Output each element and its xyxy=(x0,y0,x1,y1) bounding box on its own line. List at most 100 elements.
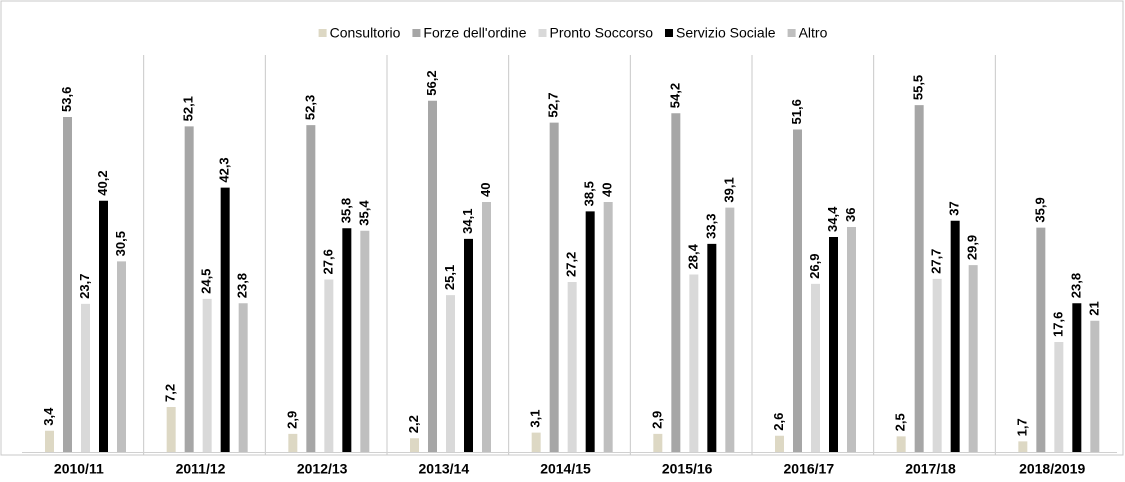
bar xyxy=(117,261,126,452)
bar xyxy=(653,433,663,452)
value-label: 54,2 xyxy=(667,83,682,108)
value-label: 37 xyxy=(947,201,962,215)
bar xyxy=(63,117,72,452)
bar xyxy=(707,243,717,452)
legend-swatch xyxy=(538,29,547,37)
value-label: 3,4 xyxy=(41,407,56,426)
value-label: 27,6 xyxy=(320,249,335,274)
bar xyxy=(932,278,942,452)
value-label: 38,5 xyxy=(582,181,597,206)
x-tick-label: 2014/15 xyxy=(540,461,591,477)
value-label: 40 xyxy=(600,183,615,197)
value-label: 40 xyxy=(478,183,493,197)
x-tick-label: 2010/11 xyxy=(54,461,104,477)
value-label: 2,6 xyxy=(771,413,786,431)
bar xyxy=(1072,303,1082,452)
legend-label: Pronto Soccorso xyxy=(549,25,653,41)
value-label: 25,1 xyxy=(442,265,457,290)
value-label: 2,2 xyxy=(406,415,421,433)
x-tick-label: 2013/14 xyxy=(419,461,470,477)
value-label: 40,2 xyxy=(95,170,110,195)
bar xyxy=(99,200,108,452)
x-tick-label: 2015/16 xyxy=(662,461,713,477)
value-label: 1,7 xyxy=(1014,418,1029,436)
bar xyxy=(464,238,473,452)
bar xyxy=(410,438,419,452)
bar xyxy=(202,298,212,452)
value-label: 52,7 xyxy=(546,92,561,117)
bar xyxy=(950,220,960,452)
legend-swatch xyxy=(318,29,327,37)
value-label: 39,1 xyxy=(721,177,736,202)
bar xyxy=(428,100,437,452)
bar xyxy=(567,282,577,452)
bar xyxy=(220,187,230,452)
bar xyxy=(81,303,90,452)
bar xyxy=(775,435,784,452)
chart-frame xyxy=(0,0,1124,456)
legend-label: Consultorio xyxy=(330,25,401,41)
bar xyxy=(446,295,455,452)
value-label: 35,9 xyxy=(1032,197,1047,222)
bar xyxy=(549,122,559,452)
bar xyxy=(184,126,194,452)
value-label: 34,4 xyxy=(825,206,840,232)
value-label: 17,6 xyxy=(1050,312,1065,337)
value-label: 23,8 xyxy=(235,273,250,298)
legend-swatch xyxy=(412,29,421,37)
bar xyxy=(896,436,906,452)
value-label: 3,1 xyxy=(528,410,543,428)
value-label: 21 xyxy=(1086,301,1101,315)
bar xyxy=(45,430,54,452)
value-label: 33,3 xyxy=(703,214,718,239)
value-label: 42,3 xyxy=(217,157,232,182)
bar xyxy=(603,202,613,452)
legend-label: Altro xyxy=(799,25,828,41)
bar xyxy=(725,207,735,452)
legend-swatch xyxy=(664,29,673,37)
bar xyxy=(306,125,316,452)
value-label: 53,6 xyxy=(59,87,74,112)
x-tick-label: 2017/18 xyxy=(905,461,956,477)
value-label: 2,9 xyxy=(284,411,299,429)
x-tick-label: 2016/17 xyxy=(784,461,835,477)
value-label: 55,5 xyxy=(911,75,926,100)
bar xyxy=(166,407,176,452)
value-label: 26,9 xyxy=(807,254,822,279)
x-tick-label: 2012/13 xyxy=(297,461,348,477)
value-label: 29,9 xyxy=(965,235,980,260)
bar xyxy=(793,129,802,452)
bar xyxy=(689,274,699,452)
value-label: 52,1 xyxy=(181,96,196,121)
value-label: 28,4 xyxy=(685,243,700,269)
value-label: 36 xyxy=(843,208,858,222)
bar xyxy=(1090,320,1100,452)
bar xyxy=(847,227,856,452)
bar xyxy=(1054,342,1064,452)
bar xyxy=(914,105,924,452)
bar xyxy=(585,211,595,452)
value-label: 7,2 xyxy=(163,384,178,402)
value-label: 23,7 xyxy=(77,274,92,299)
legend-label: Forze dell'ordine xyxy=(423,25,526,41)
bar xyxy=(482,202,491,452)
value-label: 24,5 xyxy=(199,269,214,294)
value-label: 34,1 xyxy=(460,209,475,234)
bar xyxy=(811,283,820,452)
bar xyxy=(531,432,541,452)
legend-swatch xyxy=(787,29,796,37)
value-label: 27,2 xyxy=(564,252,579,277)
value-label: 2,5 xyxy=(893,413,908,431)
bar xyxy=(968,265,978,452)
bar xyxy=(360,230,370,452)
bar xyxy=(829,237,838,452)
value-label: 52,3 xyxy=(302,95,317,120)
value-label: 56,2 xyxy=(424,70,439,95)
value-label: 30,5 xyxy=(113,231,128,256)
value-label: 27,7 xyxy=(929,249,944,274)
x-tick-label: 2011/12 xyxy=(176,461,226,477)
bar xyxy=(671,113,681,452)
value-label: 2,9 xyxy=(649,411,664,429)
